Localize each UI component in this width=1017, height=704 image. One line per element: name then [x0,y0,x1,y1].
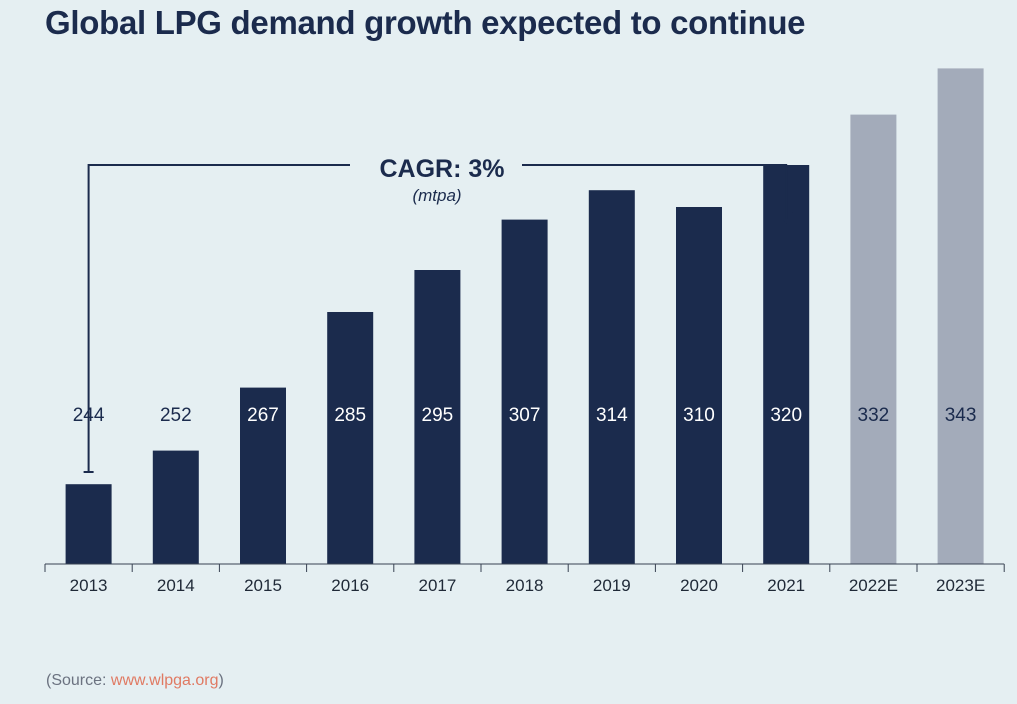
cagr-label: CAGR: 3% [379,155,504,183]
bar-2019 [588,190,635,564]
category-label-2014: 2014 [157,576,195,595]
cagr-bracket-right [522,164,788,222]
value-label-2023E: 343 [945,405,977,426]
cagr-annotation: CAGR: 3% (mtpa) [83,155,795,473]
source-suffix: ) [218,672,224,689]
category-label-2015: 2015 [244,576,282,595]
value-label-2019: 314 [596,405,628,426]
source-note: (Source: www.wlpga.org) [46,672,224,690]
source-prefix: (Source: [46,672,111,689]
category-label-2019: 2019 [593,576,631,595]
bar-2017 [414,270,461,564]
x-axis: 2013 2014 2015 2016 2017 2018 2019 2020 2021 2022… [44,563,1005,595]
bar-2016 [327,312,374,564]
cagr-unit-label: (mtpa) [412,186,461,205]
value-label-2021: 320 [770,405,802,426]
bar-2020 [676,207,722,564]
value-label-2015: 267 [247,405,279,426]
bar-2021 [763,165,810,564]
value-label-2017: 295 [422,405,454,426]
bar-2023E [937,68,984,565]
bar-2015 [240,387,286,564]
bar-2013 [65,484,112,564]
cagr-bracket-left [87,164,350,472]
bar-2018 [501,219,548,564]
category-label-2023E: 2023E [936,576,985,595]
category-label-2013: 2013 [70,576,108,595]
cagr-arrow-head [777,211,795,224]
value-label-2014: 252 [160,405,192,426]
category-label-2018: 2018 [506,576,544,595]
bar-2014 [152,450,199,564]
value-label-2020: 310 [683,405,715,426]
value-label-2022E: 332 [858,405,890,426]
bar-2022E [850,114,897,564]
category-label-2020: 2020 [680,576,718,595]
category-label-2022E: 2022E [849,576,898,595]
source-link[interactable]: www.wlpga.org [110,672,219,689]
bars-group [65,68,984,565]
value-labels-group: 244 252 267 285 295 307 314 310 320 332 343 [73,405,977,426]
category-label-2017: 2017 [418,576,456,595]
category-label-2016: 2016 [331,576,369,595]
category-label-2021: 2021 [767,576,805,595]
value-label-2016: 285 [334,405,366,426]
value-label-2018: 307 [509,405,541,426]
chart-title: Global LPG demand growth expected to con… [45,4,806,41]
